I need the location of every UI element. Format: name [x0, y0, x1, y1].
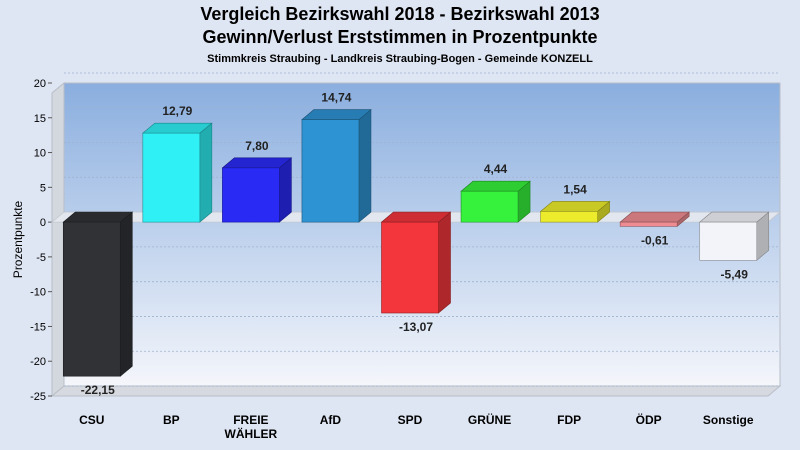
x-tick-label: GRÜNE	[468, 412, 511, 427]
y-tick-label: 5	[40, 182, 46, 194]
bar-top	[698, 211, 770, 223]
bar-2	[221, 157, 293, 223]
bar-front	[460, 190, 519, 223]
y-tick-label: -25	[30, 391, 46, 403]
bar-6	[539, 200, 611, 223]
bar-front	[142, 132, 201, 223]
bar-top	[460, 180, 531, 192]
x-tick-label: WÄHLER	[225, 426, 278, 441]
chart-subtitle: Gewinn/Verlust Erststimmen in Prozentpun…	[202, 27, 598, 47]
x-tick-label: FDP	[557, 413, 581, 427]
chart-region-subtitle: Stimmkreis Straubing - Landkreis Straubi…	[207, 53, 593, 65]
bar-top	[301, 109, 372, 120]
data-label: 4,44	[484, 162, 508, 176]
x-tick-label: CSU	[79, 413, 104, 427]
bar-top	[62, 211, 134, 223]
bar-top	[539, 201, 611, 212]
bar-side	[438, 211, 451, 314]
plot-left-wall	[51, 81, 65, 398]
x-tick-label: FREIE	[233, 413, 268, 427]
plot-floor	[50, 385, 782, 397]
y-axis-label: Prozentpunkte	[11, 200, 25, 278]
bar-side	[279, 157, 292, 223]
y-tick-label: 0	[40, 217, 46, 229]
data-label: -22,15	[81, 383, 115, 397]
bar-front	[619, 221, 678, 227]
y-tick-label: 10	[34, 148, 46, 160]
bar-top	[142, 122, 213, 134]
bar-5	[460, 180, 531, 223]
bar-8	[698, 211, 770, 261]
x-tick-label: ÖDP	[636, 412, 662, 427]
data-label: 12,79	[162, 104, 192, 118]
y-tick-label: -5	[36, 252, 46, 264]
x-tick-label: AfD	[320, 413, 342, 427]
x-tick-label: SPD	[398, 413, 423, 427]
y-tick-label: -20	[30, 356, 46, 368]
y-tick-label: 20	[34, 78, 46, 90]
bar-1	[142, 122, 213, 223]
bar-side	[199, 122, 213, 223]
data-label: -5,49	[721, 267, 749, 281]
bar-front	[222, 167, 280, 223]
data-label: 1,54	[563, 182, 587, 196]
data-label: 7,80	[245, 139, 269, 153]
bar-7	[619, 211, 690, 227]
y-tick-label: -15	[30, 321, 46, 333]
bar-front	[699, 221, 758, 261]
bar-top	[380, 211, 452, 223]
bar-front	[301, 119, 360, 223]
y-tick-label: -10	[30, 287, 46, 299]
bar-side	[358, 108, 372, 223]
bar-front	[381, 221, 439, 314]
bar-front	[540, 211, 598, 223]
x-tick-label: BP	[163, 413, 180, 427]
data-label: -13,07	[399, 320, 433, 334]
chart-title: Vergleich Bezirkswahl 2018 - Bezirkswahl…	[200, 4, 600, 24]
bar-0	[62, 211, 134, 377]
bar-3	[301, 108, 372, 223]
data-label: -0,61	[641, 233, 669, 247]
bar-front	[62, 221, 121, 377]
bar-side	[119, 211, 133, 377]
bar-4	[380, 211, 452, 314]
data-label: 14,74	[321, 91, 351, 105]
bar-top	[221, 157, 293, 169]
bar-top	[619, 211, 690, 223]
y-tick-label: 15	[34, 113, 46, 125]
x-tick-label: Sonstige	[703, 413, 754, 427]
